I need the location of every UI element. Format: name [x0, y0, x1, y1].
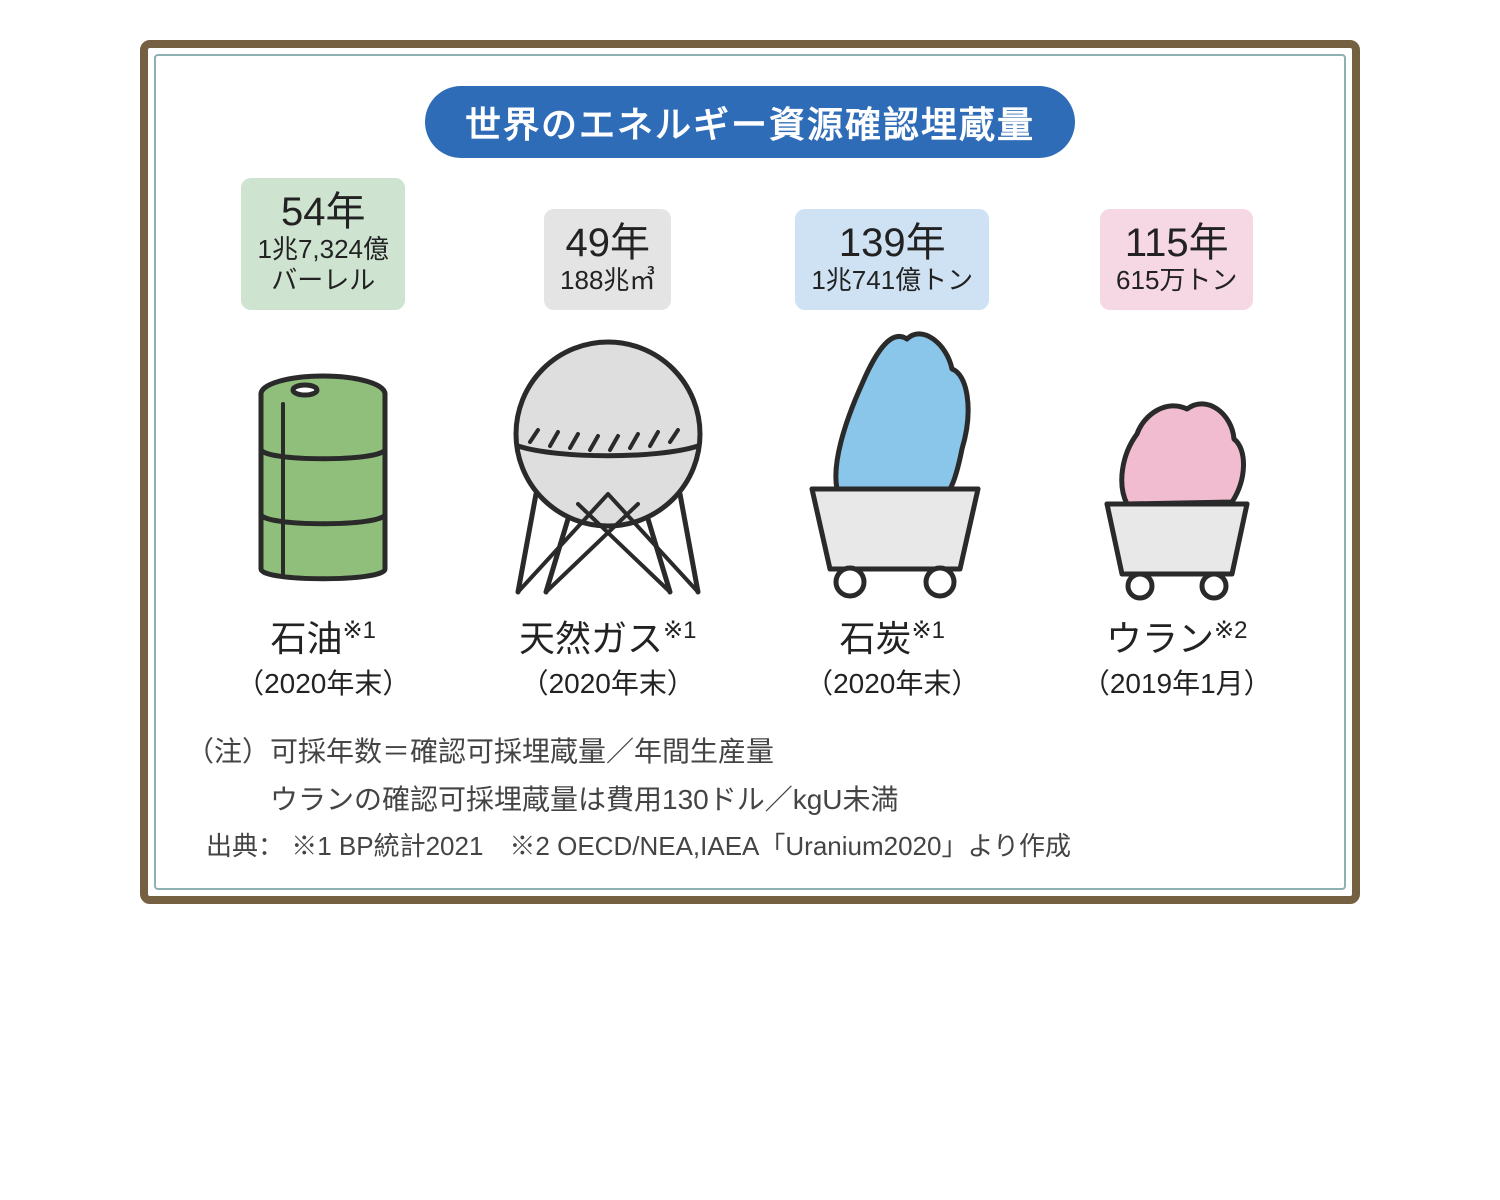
coal-label: 石炭※1	[840, 610, 945, 662]
footnote-line-2: ウランの確認可採埋蔵量は費用130ドル／kgU未満	[186, 776, 1314, 824]
gas-label: 天然ガス※1	[519, 610, 696, 662]
stat-box-coal: 139年 1兆741億トン	[795, 209, 989, 310]
footnotes: （注）可採年数＝確認可採埋蔵量／年間生産量 ウランの確認可採埋蔵量は費用130ド…	[186, 728, 1314, 867]
coal-as-of: （2020年末）	[805, 662, 979, 702]
stat-box-oil: 54年 1兆7,324億 バーレル	[241, 178, 405, 310]
uranium-cart-icon	[1082, 314, 1272, 604]
resource-gas: 49年 188兆㎥	[471, 209, 746, 702]
footnote-source: 出典： ※1 BP統計2021 ※2 OECD/NEA,IAEA「Uranium…	[206, 824, 1314, 868]
stat-box-uranium: 115年 615万トン	[1100, 209, 1253, 310]
page-title: 世界のエネルギー資源確認埋蔵量	[425, 86, 1075, 158]
uranium-as-of: （2019年1月）	[1082, 662, 1272, 702]
oil-amount: 1兆7,324億 バーレル	[257, 234, 389, 296]
gas-years: 49年	[560, 221, 655, 265]
oil-note-mark: ※1	[343, 617, 376, 644]
uranium-note-mark: ※2	[1214, 617, 1247, 644]
oil-barrel-icon	[233, 314, 413, 604]
uranium-name: ウラン	[1106, 618, 1214, 659]
coal-name: 石炭	[840, 618, 912, 659]
uranium-amount: 615万トン	[1116, 265, 1237, 296]
uranium-label: ウラン※2	[1106, 610, 1247, 662]
resource-row: 54年 1兆7,324億 バーレル	[186, 178, 1314, 702]
coal-cart-icon	[782, 314, 1002, 604]
oil-as-of: （2020年末）	[236, 662, 410, 702]
coal-note-mark: ※1	[912, 617, 945, 644]
gas-tank-icon	[488, 314, 728, 604]
outer-frame: 世界のエネルギー資源確認埋蔵量 54年 1兆7,324億 バーレル	[140, 40, 1360, 904]
oil-label: 石油※1	[271, 610, 376, 662]
footnote-line-1: （注）可採年数＝確認可採埋蔵量／年間生産量	[186, 728, 1314, 776]
gas-as-of: （2020年末）	[521, 662, 695, 702]
gas-amount: 188兆㎥	[560, 265, 655, 296]
oil-name: 石油	[271, 618, 343, 659]
gas-name: 天然ガス	[519, 618, 663, 659]
coal-years: 139年	[811, 221, 973, 265]
coal-amount: 1兆741億トン	[811, 265, 973, 296]
resource-oil: 54年 1兆7,324億 バーレル	[186, 178, 461, 702]
stat-box-gas: 49年 188兆㎥	[544, 209, 671, 310]
oil-years: 54年	[257, 190, 389, 234]
resource-coal: 139年 1兆741億トン 石炭※1	[755, 209, 1030, 702]
gas-note-mark: ※1	[663, 617, 696, 644]
uranium-years: 115年	[1116, 221, 1237, 265]
resource-uranium: 115年 615万トン ウラン※2	[1040, 209, 1315, 702]
inner-frame: 世界のエネルギー資源確認埋蔵量 54年 1兆7,324億 バーレル	[154, 54, 1346, 890]
